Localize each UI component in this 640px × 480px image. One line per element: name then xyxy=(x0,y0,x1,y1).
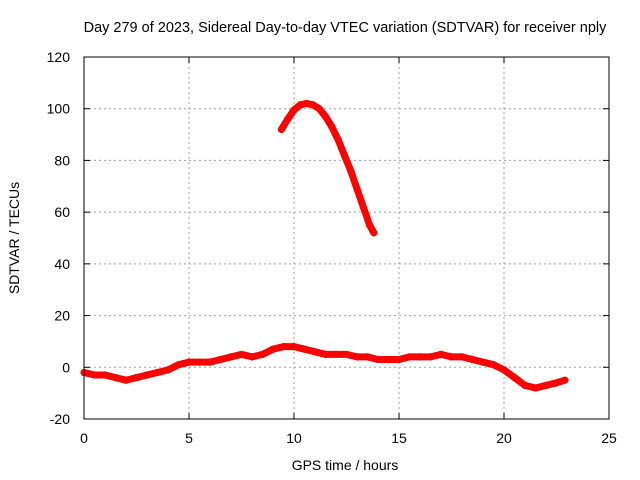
data-point xyxy=(296,101,304,109)
data-point xyxy=(277,125,285,133)
y-tick-label: 100 xyxy=(47,101,71,117)
x-tick-label: 5 xyxy=(185,430,193,446)
data-point xyxy=(426,353,435,361)
data-point xyxy=(132,374,141,382)
data-point xyxy=(521,381,529,389)
y-tick-label: 120 xyxy=(47,49,71,65)
data-point xyxy=(315,105,323,113)
y-tick-label: 0 xyxy=(62,359,70,375)
data-point xyxy=(164,366,172,374)
data-point xyxy=(340,151,348,159)
data-point xyxy=(500,366,508,374)
data-point xyxy=(374,355,382,364)
data-point xyxy=(363,353,372,361)
data-point xyxy=(101,371,109,379)
x-tick-label: 15 xyxy=(391,430,407,446)
data-point xyxy=(437,350,445,358)
data-point xyxy=(347,167,355,175)
data-point xyxy=(447,353,456,361)
data-point xyxy=(216,355,225,364)
data-point xyxy=(489,361,498,369)
plot-frame xyxy=(83,56,610,420)
data-point xyxy=(321,112,330,121)
data-point xyxy=(395,355,403,364)
data-point xyxy=(561,376,569,384)
data-point xyxy=(309,101,317,109)
data-point xyxy=(237,350,246,358)
data-point xyxy=(311,348,319,356)
data-point xyxy=(328,123,336,131)
data-point xyxy=(342,350,351,358)
data-point xyxy=(542,381,550,389)
y-tick-label: 40 xyxy=(54,256,70,272)
data-point xyxy=(290,343,298,351)
data-point xyxy=(185,358,193,366)
data-point xyxy=(552,379,561,387)
ticks: 0 5 10 15 20 25 -20 0 20 40 60 80 100 120 xyxy=(47,49,617,446)
data-point xyxy=(405,353,414,361)
data-point xyxy=(269,345,277,353)
data-point xyxy=(510,374,519,382)
data-point xyxy=(153,368,162,377)
data-point xyxy=(122,376,130,384)
x-tick-label: 0 xyxy=(80,430,88,446)
data-point xyxy=(353,185,361,193)
x-tick-label: 20 xyxy=(496,430,512,446)
x-tick-label: 10 xyxy=(286,430,302,446)
data-point xyxy=(359,203,367,211)
grid xyxy=(84,57,609,419)
data-point xyxy=(279,343,288,351)
chart-title: Day 279 of 2023, Sidereal Day-to-day VTE… xyxy=(84,20,608,36)
data-point xyxy=(258,350,267,358)
data-point xyxy=(458,353,466,361)
data-point xyxy=(174,361,183,369)
data-point xyxy=(531,384,540,392)
data-point xyxy=(332,350,340,358)
data-point xyxy=(248,353,256,361)
data-point xyxy=(143,371,151,379)
y-axis-label: SDTVAR / TECUs xyxy=(6,182,22,294)
y-tick-label: 20 xyxy=(54,308,70,324)
data-point xyxy=(227,353,235,361)
y-tick-label: 80 xyxy=(54,152,70,168)
data-point xyxy=(206,358,214,366)
data-point xyxy=(284,115,292,123)
x-tick-label: 25 xyxy=(601,430,617,446)
data-point xyxy=(90,371,99,379)
series-upper-track xyxy=(277,100,378,237)
data-point xyxy=(370,229,378,237)
data-point xyxy=(479,358,487,366)
data-point xyxy=(321,350,330,358)
data-point xyxy=(416,353,424,361)
data-point xyxy=(195,358,204,366)
y-tick-label: 60 xyxy=(54,204,70,220)
data-point xyxy=(468,355,477,364)
data-point xyxy=(334,136,342,144)
y-tick-label: -20 xyxy=(50,411,70,427)
data-point xyxy=(300,345,309,353)
data-point xyxy=(366,221,374,229)
series-layer xyxy=(80,99,569,392)
data-point xyxy=(290,106,298,114)
data-point xyxy=(384,355,393,364)
x-axis-label: GPS time / hours xyxy=(292,457,399,473)
data-point xyxy=(111,374,120,382)
data-point xyxy=(303,99,311,108)
data-point xyxy=(353,353,361,361)
